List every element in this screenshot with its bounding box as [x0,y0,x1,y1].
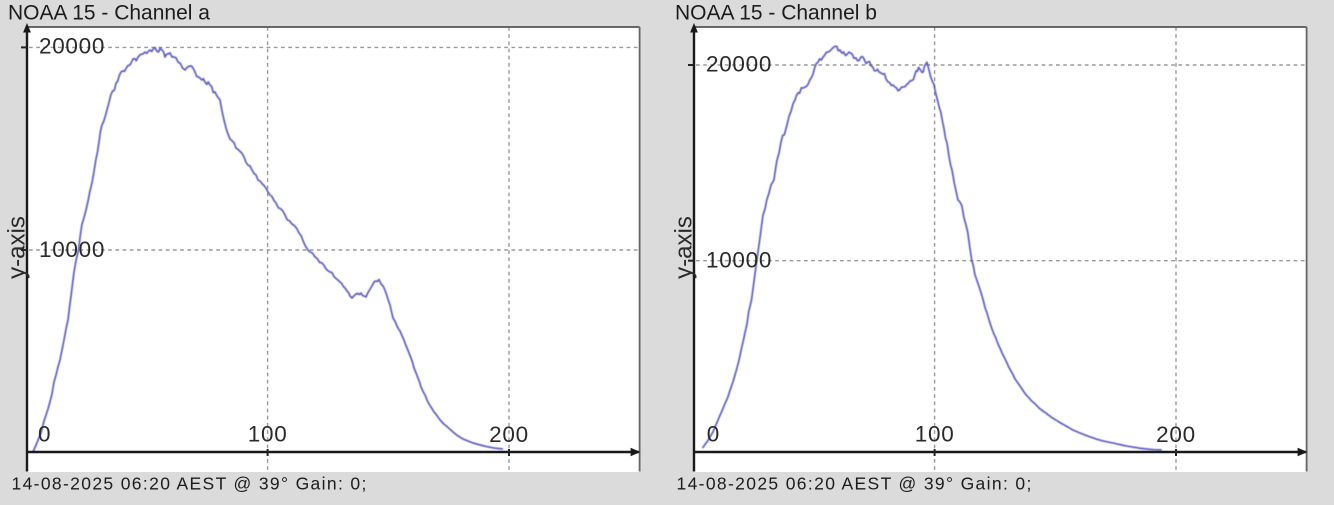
svg-text:0: 0 [38,422,51,447]
svg-text:y-axis: y-axis [671,216,698,279]
svg-text:200: 200 [1156,422,1196,447]
svg-text:NOAA 15 - Channel a: NOAA 15 - Channel a [8,2,210,25]
svg-text:20000: 20000 [706,51,772,76]
svg-text:NOAA 15 - Channel b: NOAA 15 - Channel b [675,2,877,25]
svg-text:100: 100 [248,422,288,447]
svg-text:100: 100 [915,422,955,447]
svg-text:200: 200 [489,422,529,447]
svg-text:y-axis: y-axis [4,216,31,279]
svg-text:10000: 10000 [706,248,772,273]
svg-text:20000: 20000 [39,34,105,59]
svg-text:14-08-2025 06:20 AEST @ 39° Ga: 14-08-2025 06:20 AEST @ 39° Gain: 0; [677,474,1033,494]
svg-text:14-08-2025 06:20 AEST @ 39° Ga: 14-08-2025 06:20 AEST @ 39° Gain: 0; [12,474,368,494]
svg-text:0: 0 [707,422,720,447]
svg-text:10000: 10000 [39,237,105,262]
